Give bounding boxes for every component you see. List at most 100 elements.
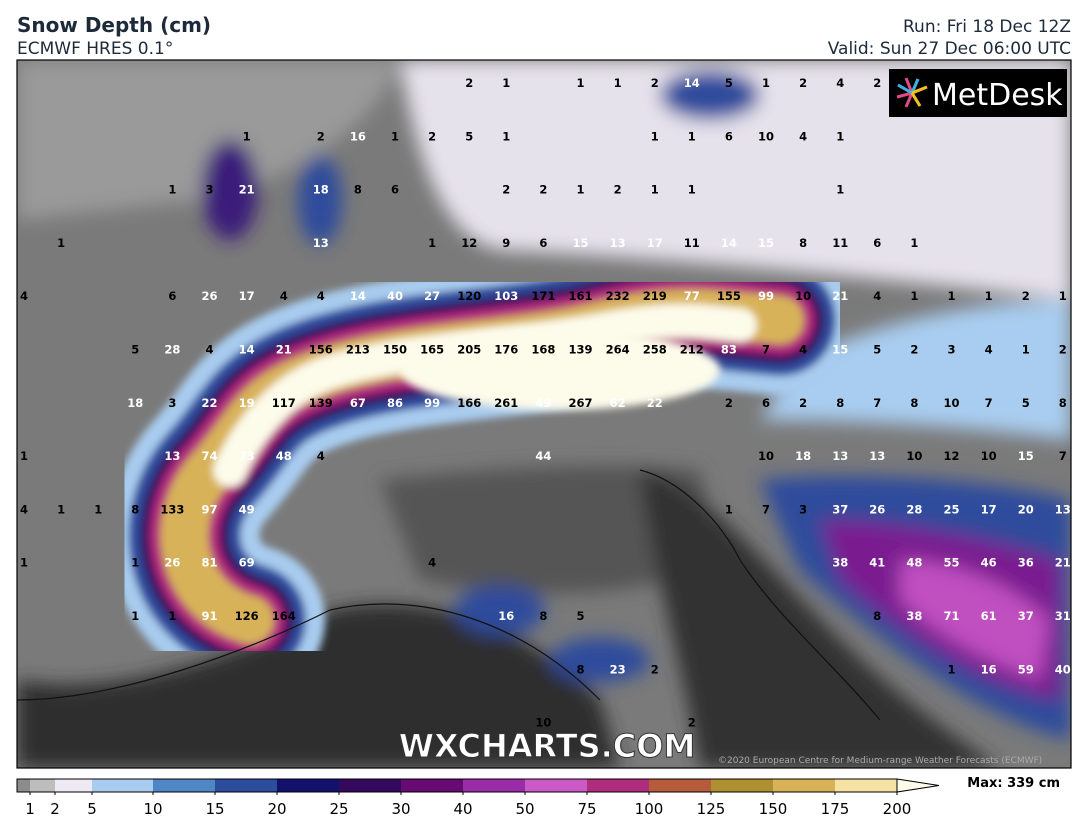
map-value: 36 — [1018, 556, 1034, 570]
map-value: 4 — [428, 556, 436, 570]
map-value: 2 — [317, 129, 325, 143]
map-value: 166 — [457, 396, 481, 410]
map-value: 12 — [461, 236, 477, 250]
map-value: 155 — [717, 289, 741, 303]
map-value: 13 — [610, 236, 626, 250]
valid-time: Valid: Sun 27 Dec 06:00 UTC — [828, 39, 1071, 59]
map-value: 23 — [610, 662, 626, 676]
map-value: 5 — [465, 129, 473, 143]
map-value: 9 — [502, 236, 510, 250]
map-value: 165 — [420, 343, 444, 357]
map-value: 1 — [947, 289, 955, 303]
map-value: 41 — [869, 556, 885, 570]
map-value: 40 — [387, 289, 403, 303]
colorbar-segment — [773, 779, 835, 792]
map-value: 26 — [164, 556, 180, 570]
map-value: 49 — [535, 396, 551, 410]
map-value: 1 — [57, 502, 65, 516]
map-value: 28 — [164, 343, 180, 357]
colorbar-label: 15 — [205, 800, 224, 818]
map-value: 133 — [160, 502, 184, 516]
logo-text: MetDesk — [932, 78, 1063, 113]
map-value: 5 — [131, 343, 139, 357]
map-value: 25 — [943, 502, 959, 516]
map-value: 8 — [1059, 396, 1067, 410]
map-value: 8 — [539, 609, 547, 623]
colorbar-segment — [835, 779, 897, 792]
colorbar-segment — [55, 779, 92, 792]
map-value: 6 — [168, 289, 176, 303]
logo-box — [889, 69, 1067, 117]
colorbar-label: 200 — [883, 800, 912, 818]
colorbar-segment — [277, 779, 339, 792]
map-value: 7 — [985, 396, 993, 410]
map-value: 55 — [943, 556, 959, 570]
map-value: 156 — [309, 343, 333, 357]
map-value: 2 — [799, 76, 807, 90]
map-value: 1 — [1022, 343, 1030, 357]
map-value: 103 — [494, 289, 518, 303]
map-value: 5 — [873, 343, 881, 357]
map-value: 213 — [346, 343, 370, 357]
map-value: 22 — [201, 396, 217, 410]
map-value: 1 — [131, 556, 139, 570]
map-value: 10 — [795, 289, 811, 303]
map-value: 4 — [317, 449, 325, 463]
map-value: 4 — [280, 289, 288, 303]
map-value: 48 — [276, 449, 292, 463]
map-value: 83 — [721, 343, 737, 357]
map-value: 219 — [643, 289, 667, 303]
colorbar-segment — [215, 779, 277, 792]
map-value: 8 — [576, 662, 584, 676]
map-value: 38 — [906, 609, 922, 623]
map-value: 1 — [836, 183, 844, 197]
map-value: 15 — [832, 343, 848, 357]
map-value: 44 — [535, 449, 551, 463]
map-value: 31 — [1055, 609, 1071, 623]
map-value: 176 — [494, 343, 518, 357]
colorbar-segment — [153, 779, 215, 792]
map-value: 8 — [354, 183, 362, 197]
map-value: 40 — [1055, 662, 1071, 676]
map-value: 1 — [651, 129, 659, 143]
map-value: 26 — [869, 502, 885, 516]
map-value: 10 — [758, 449, 774, 463]
map-value: 1 — [20, 449, 28, 463]
map-value: 5 — [576, 609, 584, 623]
map-value: 37 — [1018, 609, 1034, 623]
map-value: 6 — [391, 183, 399, 197]
copyright: ©2020 European Centre for Medium-range W… — [718, 756, 1042, 766]
map-value: 18 — [127, 396, 143, 410]
map-value: 8 — [910, 396, 918, 410]
map-value: 8 — [799, 236, 807, 250]
colorbar-label: 2 — [50, 800, 60, 818]
map-value: 4 — [985, 343, 993, 357]
colorbar-label: 40 — [453, 800, 472, 818]
map-value: 139 — [568, 343, 592, 357]
map-value: 2 — [465, 76, 473, 90]
map-value: 3 — [168, 396, 176, 410]
map-value: 2 — [688, 716, 696, 730]
map-value: 10 — [906, 449, 922, 463]
map-value: 139 — [309, 396, 333, 410]
map-value: 1 — [168, 183, 176, 197]
map-value: 19 — [239, 396, 255, 410]
map-value: 74 — [201, 449, 217, 463]
map-value: 8 — [131, 502, 139, 516]
map-value: 232 — [606, 289, 630, 303]
map-value: 1 — [910, 236, 918, 250]
map-value: 13 — [1055, 502, 1071, 516]
map-value: 1 — [688, 183, 696, 197]
map: 2 1 1 1 2 14 5 1 2 4 21 2 16 1 2 5 1 1 1 6 10 4 11 3 21 18 8 6 2 2 1 2 1… — [17, 60, 1071, 768]
map-value: 17 — [981, 502, 997, 516]
map-value: 261 — [494, 396, 518, 410]
map-value: 21 — [1055, 556, 1071, 570]
map-value: 28 — [906, 502, 922, 516]
map-value: 2 — [873, 76, 881, 90]
colorbar-segment — [339, 779, 401, 792]
map-value: 3 — [205, 183, 213, 197]
colorbar-segment — [463, 779, 525, 792]
map-frame — [16, 59, 1072, 769]
map-value: 1 — [502, 76, 510, 90]
map-value: 14 — [239, 343, 255, 357]
